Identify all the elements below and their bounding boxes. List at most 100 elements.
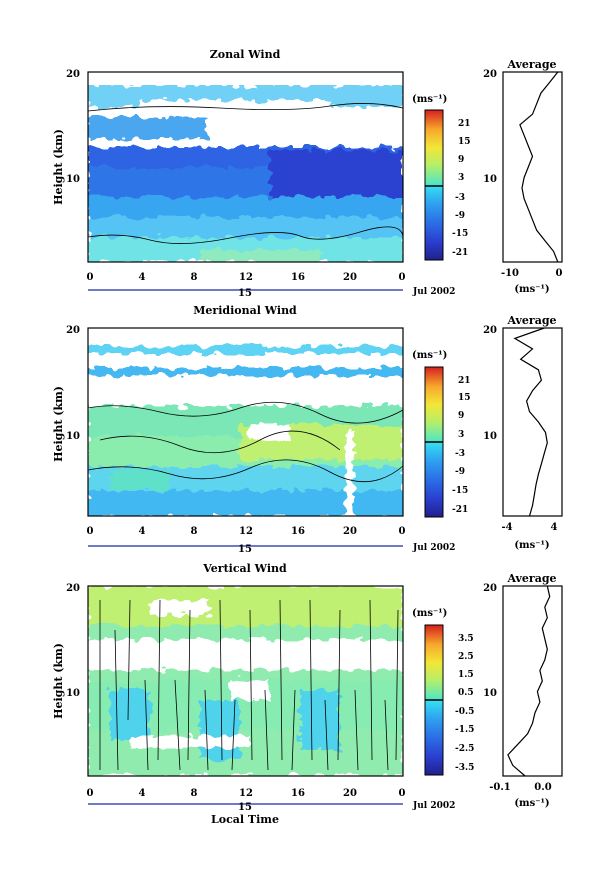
average-frame	[502, 327, 563, 517]
x-tick-label: 4	[139, 788, 146, 799]
x-tick-label: -10	[501, 268, 519, 279]
heatmap-field	[88, 341, 403, 516]
contour-field	[99, 599, 399, 771]
date-day-label: 15	[238, 544, 252, 555]
y-axis-label: Height (km)	[52, 643, 65, 719]
colorbar-tick: -1.5	[455, 725, 474, 735]
x-tick-label: 4	[139, 526, 146, 537]
x-tick-label: 0.0	[534, 782, 551, 793]
colorbar-tick: -9	[455, 211, 465, 221]
colorbar-tick: -0.5	[455, 707, 474, 717]
plot-frame	[87, 327, 404, 517]
x-tick-label: 0	[399, 526, 406, 537]
x-tick-label: 0	[399, 788, 406, 799]
x-tick-label: 12	[239, 788, 253, 799]
panel-title: Vertical Wind	[202, 562, 287, 575]
x-tick-label: 20	[343, 272, 357, 283]
y-tick-label: 20	[483, 583, 497, 594]
date-bar: 15 Jul 2002	[88, 287, 455, 299]
y-axis: 20 10 Height (km)	[52, 583, 80, 719]
x-tick-label: 0	[87, 526, 94, 537]
x-axis: 0 4 8 12 16 20 0	[87, 526, 406, 537]
date-bar: 15 Jul 2002 Local Time	[88, 801, 455, 826]
average-plot: Average 20 10 -4 4 (ms⁻¹)	[483, 314, 563, 551]
y-tick-label: 10	[483, 431, 497, 442]
colorbar-tick: -9	[455, 467, 465, 477]
zero-contour	[99, 430, 341, 454]
average-profile-line	[519, 71, 559, 263]
x-tick-label: 16	[291, 272, 305, 283]
y-axis-label: Height (km)	[52, 386, 65, 462]
colorbar-tick: 15	[458, 137, 471, 147]
y-tick-label: 10	[66, 174, 80, 185]
average-profile-line	[513, 327, 548, 517]
average-frame	[502, 585, 563, 777]
panel-title: Zonal Wind	[210, 48, 281, 61]
colorbar-tick: 0.5	[458, 688, 474, 698]
average-plot: Average 20 10 -0.1 0.0 (ms⁻¹)	[483, 572, 563, 809]
x-axis: 0 4 8 12 16 20 0	[87, 272, 406, 283]
colorbar-tick: 9	[458, 155, 464, 165]
x-tick-label: 0	[556, 268, 563, 279]
colorbar-tick: 3.5	[458, 634, 474, 644]
zero-contour	[87, 401, 404, 424]
colorbar-unit: (ms⁻¹)	[412, 350, 447, 361]
y-axis: 20 10 Height (km)	[52, 325, 80, 462]
y-tick-label: 20	[483, 325, 497, 336]
panel-meridional: Meridional Wind 0 4 8 12 16 20 0	[52, 304, 563, 555]
colorbar-tick: -15	[452, 486, 468, 496]
colorbar-tick: 3	[458, 173, 464, 183]
date-day-label: 15	[238, 802, 252, 813]
colorbar: (ms⁻¹) 21 15 9 3 -3 -9 -15 -21	[412, 94, 471, 261]
heatmap-field	[88, 586, 403, 776]
x-tick-label: 8	[191, 788, 198, 799]
y-tick-label: 10	[483, 174, 497, 185]
x-tick-label: 4	[139, 272, 146, 283]
x-tick-label: 0	[87, 272, 94, 283]
colorbar-tick: -21	[452, 505, 468, 515]
average-xlabel: (ms⁻¹)	[514, 284, 549, 295]
panel-zonal: Zonal Wind 0 4 8 12 16 20 0	[52, 48, 563, 299]
colorbar: (ms⁻¹) 3.5 2.5 1.5 0.5 -0.5 -1.5 -2.5 -3…	[412, 608, 474, 776]
x-tick-label: 8	[191, 526, 198, 537]
x-axis: 0 4 8 12 16 20 0	[87, 788, 406, 799]
colorbar-tick: 3	[458, 430, 464, 440]
zero-contour	[87, 103, 404, 112]
colorbar-tick: -21	[452, 248, 468, 258]
colorbar-tick: 2.5	[458, 652, 474, 662]
x-tick-label: -4	[501, 522, 512, 533]
heatmap-field	[88, 85, 403, 262]
date-bar: 15 Jul 2002	[88, 543, 455, 555]
y-tick-label: 10	[66, 688, 80, 699]
x-tick-label: 16	[291, 788, 305, 799]
colorbar-tick: -2.5	[455, 744, 474, 754]
panel-vertical: Vertical Wind 0 4 8 12 16 20 0	[52, 562, 563, 826]
average-plot: Average 20 10 -10 0 (ms⁻¹)	[483, 58, 563, 295]
y-tick-label: 20	[66, 583, 80, 594]
colorbar-unit: (ms⁻¹)	[412, 94, 447, 105]
x-tick-label: 20	[343, 526, 357, 537]
average-title: Average	[506, 314, 556, 327]
colorbar-tick: 1.5	[458, 670, 474, 680]
plot-frame	[87, 585, 404, 777]
date-day-label: 15	[238, 288, 252, 299]
date-label: Jul 2002	[412, 543, 455, 553]
colorbar-tick: 21	[458, 376, 471, 386]
x-tick-label: 12	[239, 272, 253, 283]
y-tick-label: 20	[483, 69, 497, 80]
x-tick-label: 0	[87, 788, 94, 799]
date-label: Jul 2002	[412, 287, 455, 297]
zero-contour	[87, 459, 404, 482]
colorbar: (ms⁻¹) 21 15 9 3 -3 -9 -15 -21	[412, 350, 471, 518]
average-title: Average	[506, 58, 556, 71]
x-tick-label: 0	[399, 272, 406, 283]
average-profile-line	[507, 585, 551, 777]
y-tick-label: 20	[66, 69, 80, 80]
colorbar-unit: (ms⁻¹)	[412, 608, 447, 619]
x-tick-label: 20	[343, 788, 357, 799]
colorbar-tick: 15	[458, 393, 471, 403]
average-xlabel: (ms⁻¹)	[514, 798, 549, 809]
x-tick-label: -0.1	[489, 782, 511, 793]
colorbar-tick: -15	[452, 229, 468, 239]
